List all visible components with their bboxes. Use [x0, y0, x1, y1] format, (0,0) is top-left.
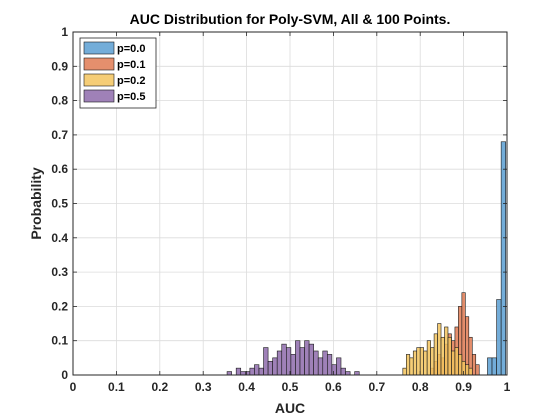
- y-tick-label: 0.4: [51, 231, 68, 245]
- x-tick-label: 0.6: [325, 380, 342, 394]
- y-tick-label: 1: [61, 25, 68, 39]
- histogram-bar: [299, 347, 305, 376]
- histogram-bars: [226, 141, 506, 376]
- x-tick-label: 1: [504, 380, 511, 394]
- histogram-bar: [267, 360, 273, 376]
- histogram-bar: [327, 354, 333, 376]
- histogram-bar: [468, 367, 473, 376]
- histogram-bar: [336, 357, 342, 376]
- legend-label: p=0.2: [117, 75, 145, 87]
- histogram-bar: [465, 364, 470, 376]
- y-tick-label: 0: [61, 368, 68, 382]
- legend-swatch: [83, 41, 115, 55]
- legend-label: p=0.1: [117, 59, 145, 71]
- histogram-bar: [440, 336, 445, 376]
- histogram-bar: [444, 326, 449, 376]
- legend-swatch: [83, 89, 115, 103]
- legend: p=0.0 p=0.1 p=0.2 p=0.5: [79, 37, 157, 109]
- histogram-bar: [272, 357, 278, 376]
- histogram-bar: [423, 350, 428, 376]
- y-tick-label: 0.5: [51, 197, 68, 211]
- legend-swatch: [83, 73, 115, 87]
- y-tick-label: 0.2: [51, 299, 68, 313]
- histogram-bar: [340, 367, 346, 376]
- histogram-bar: [304, 340, 310, 376]
- legend-label: p=0.0: [117, 43, 145, 55]
- histogram-bar: [308, 343, 314, 376]
- y-axis-label: Probability: [28, 167, 44, 240]
- histogram-bar: [409, 357, 414, 376]
- histogram-bar: [500, 141, 506, 376]
- y-tick-label: 0.8: [51, 94, 68, 108]
- x-tick-label: 0.5: [282, 380, 299, 394]
- histogram-bar: [226, 371, 232, 376]
- grid: [73, 32, 507, 375]
- histogram-bar: [286, 347, 292, 376]
- x-tick-label: 0.8: [412, 380, 429, 394]
- histogram-bar: [419, 347, 424, 376]
- histogram-bar: [412, 350, 418, 376]
- histogram-bar: [433, 333, 438, 376]
- y-tick-label: 0.7: [51, 128, 68, 142]
- histogram-bar: [354, 371, 360, 376]
- x-tick-label: 0: [70, 380, 77, 394]
- histogram-bar: [249, 367, 255, 376]
- histogram-bar: [487, 357, 493, 376]
- axis-ticks: [72, 31, 508, 376]
- histogram-bar: [313, 350, 319, 376]
- tick-labels: 0 0.1 0.2 0.3 0.4 0.5 0.6 0.7 0.8 0.9 1 0 0.1 0.2 0.3 0…: [51, 25, 510, 394]
- histogram-bar: [276, 350, 283, 376]
- histogram-bar: [416, 347, 421, 376]
- histogram-bar: [254, 364, 260, 376]
- histogram-bar: [437, 323, 442, 376]
- x-tick-label: 0.7: [368, 380, 385, 394]
- histogram-bar: [317, 357, 324, 376]
- histogram-bar: [331, 364, 337, 376]
- x-tick-label: 0.9: [455, 380, 472, 394]
- histogram-bar: [426, 340, 431, 376]
- histogram-bar: [258, 367, 264, 376]
- histogram-bar: [290, 354, 296, 376]
- chart-title: AUC Distribution for Poly-SVM, All & 100…: [130, 11, 451, 27]
- histogram-bar: [322, 350, 328, 376]
- histogram-bar: [451, 350, 456, 376]
- histogram-bar: [491, 357, 497, 376]
- histogram-bar: [458, 354, 463, 376]
- y-tick-label: 0.9: [51, 59, 68, 73]
- legend-label: p=0.5: [117, 91, 145, 103]
- histogram-bar: [447, 336, 452, 376]
- histogram-bar: [454, 347, 459, 376]
- x-tick-label: 0.2: [151, 380, 168, 394]
- histogram-bar: [295, 340, 301, 376]
- histogram-bar: [235, 367, 242, 376]
- histogram-bar: [430, 347, 435, 376]
- y-tick-label: 0.3: [51, 265, 68, 279]
- series-2-bars: [402, 323, 473, 376]
- histogram-bar: [475, 364, 480, 376]
- x-tick-label: 0.4: [238, 380, 255, 394]
- histogram-bar: [402, 367, 407, 376]
- histogram-bar: [281, 343, 287, 376]
- legend-swatch: [83, 57, 115, 71]
- x-tick-label: 0.3: [195, 380, 212, 394]
- histogram-bar: [406, 354, 411, 376]
- histogram-bar: [471, 354, 477, 376]
- histogram-bar: [345, 371, 351, 376]
- histogram-bar: [263, 347, 269, 376]
- series-3-bars: [226, 340, 360, 376]
- histogram-bar: [496, 299, 502, 376]
- histogram-bar: [240, 371, 246, 376]
- y-tick-label: 0.1: [51, 334, 68, 348]
- x-tick-label: 0.1: [108, 380, 125, 394]
- y-tick-label: 0.6: [51, 162, 68, 176]
- x-axis-label: AUC: [275, 400, 305, 416]
- histogram-bar: [244, 371, 251, 376]
